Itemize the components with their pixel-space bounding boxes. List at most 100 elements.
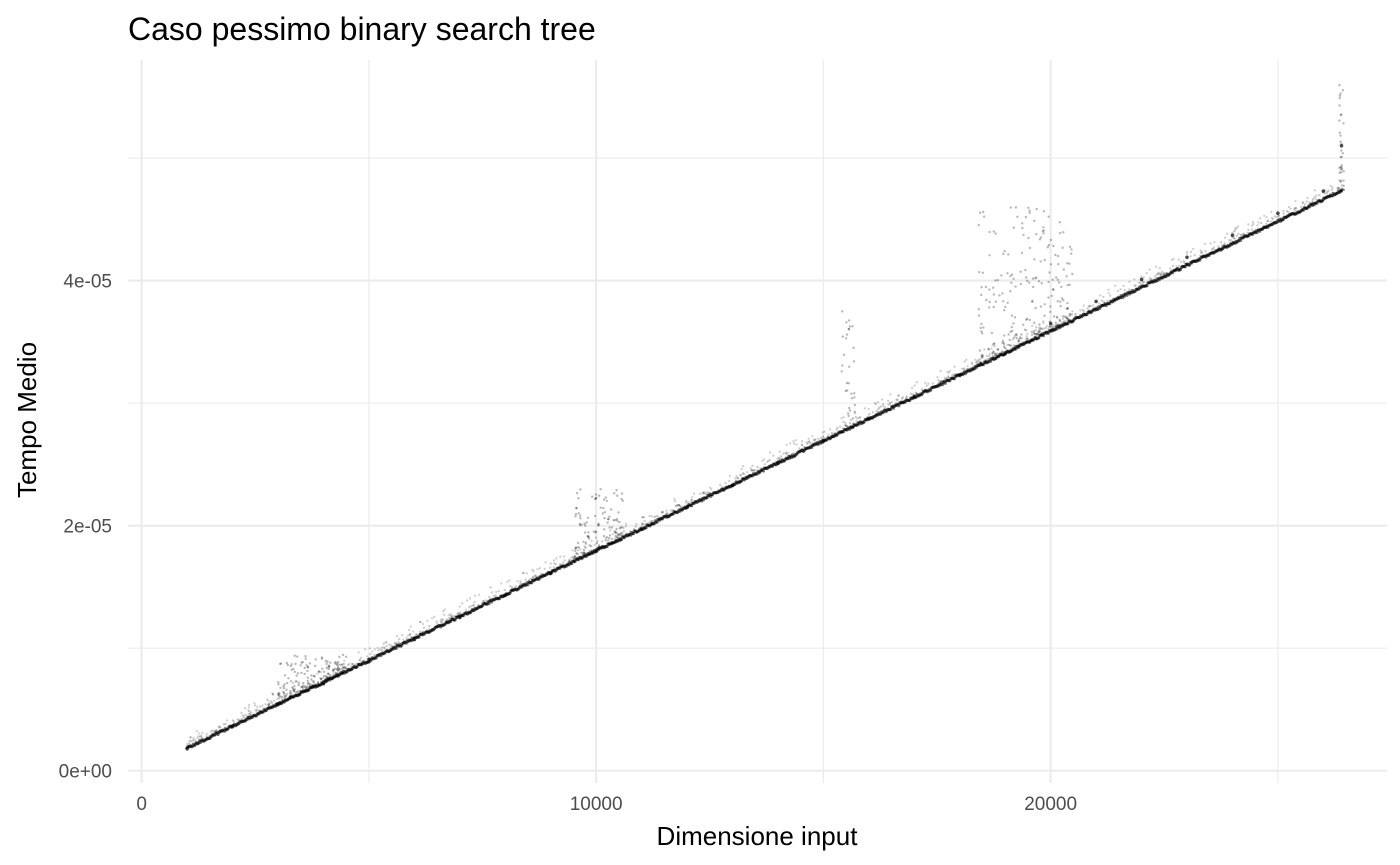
data-point: [549, 566, 552, 569]
spike-point: [1006, 272, 1009, 275]
outlier-point: [568, 559, 571, 562]
data-point: [817, 437, 820, 441]
data-point: [909, 392, 913, 395]
data-point: [786, 451, 789, 454]
spike-point: [1001, 353, 1005, 356]
outlier-point: [316, 672, 319, 675]
outlier-point: [1079, 309, 1082, 312]
outlier-point: [737, 477, 740, 480]
data-point: [1017, 345, 1021, 349]
outlier-point: [871, 415, 874, 418]
outlier-point: [1263, 214, 1266, 217]
spike-point: [606, 517, 610, 521]
data-point: [534, 574, 537, 577]
spike-point: [840, 310, 844, 313]
spike-point: [1338, 186, 1341, 190]
outlier-point: [583, 545, 586, 548]
x-tick-label: 0: [136, 794, 147, 815]
data-point: [278, 697, 281, 700]
outlier-point: [211, 729, 214, 732]
outlier-point: [1026, 332, 1029, 336]
spike-point: [1014, 345, 1017, 348]
spike-point: [1009, 330, 1012, 333]
data-point: [1217, 245, 1220, 248]
spike-point: [614, 534, 617, 538]
series-point: [185, 746, 189, 751]
spike-point: [614, 531, 617, 534]
spike-point: [1338, 94, 1342, 97]
data-point: [419, 630, 422, 633]
spike-point: [1068, 312, 1072, 316]
spike-point: [613, 518, 617, 522]
outlier-point: [305, 686, 308, 689]
outlier-point: [447, 614, 450, 617]
outlier-point: [486, 600, 490, 603]
outlier-point: [555, 557, 558, 560]
spike-point: [1033, 219, 1036, 222]
outlier-point: [338, 673, 341, 676]
spike-point: [1050, 330, 1053, 333]
spike-point: [853, 403, 857, 407]
spike-point: [606, 521, 609, 524]
data-point: [779, 455, 783, 458]
outlier-point: [1006, 343, 1009, 346]
data-point: [398, 637, 401, 641]
outlier-point: [516, 580, 519, 583]
outlier-point: [604, 537, 607, 540]
outlier-point: [474, 594, 477, 597]
outlier-point: [1063, 321, 1066, 324]
data-point: [1048, 325, 1051, 328]
outlier-point: [549, 562, 552, 565]
spike-point: [1033, 258, 1036, 261]
data-point: [533, 574, 536, 577]
spike-point: [1068, 283, 1071, 286]
outlier-point: [970, 361, 974, 364]
spike-point: [587, 537, 591, 540]
spike-point: [291, 687, 295, 690]
outlier-point: [882, 402, 885, 406]
data-point: [186, 742, 189, 746]
spike-point: [1017, 339, 1020, 343]
data-point: [382, 646, 386, 649]
data-point: [1003, 346, 1006, 350]
outlier-point: [1279, 218, 1282, 221]
outlier-point: [469, 605, 473, 608]
data-point: [975, 362, 978, 365]
spike-point: [587, 531, 590, 534]
spike-point: [294, 680, 297, 683]
spike-point: [1342, 188, 1345, 191]
data-point: [920, 388, 924, 391]
spike-point: [592, 530, 596, 533]
outlier-point: [811, 435, 814, 438]
spike-point: [333, 667, 337, 671]
data-point: [1060, 321, 1064, 324]
data-point: [415, 633, 418, 636]
outlier-point: [1204, 242, 1207, 245]
outlier-point: [904, 400, 907, 403]
spike-point: [587, 535, 590, 539]
spike-point: [988, 300, 991, 304]
outlier-point: [279, 694, 282, 698]
spike-point: [848, 365, 851, 368]
data-point: [643, 519, 646, 523]
outlier-point: [336, 666, 340, 669]
data-point: [459, 611, 462, 614]
spike-point: [1066, 318, 1070, 321]
spike-point: [1002, 252, 1005, 255]
spike-point: [981, 210, 985, 214]
outlier-point: [975, 360, 978, 364]
spike-point: [292, 695, 295, 699]
outlier-point: [882, 404, 885, 407]
spike-point: [997, 355, 1000, 358]
data-point: [821, 435, 825, 438]
outlier-point: [247, 712, 250, 716]
spike-point: [332, 670, 335, 673]
spike-point: [1338, 104, 1341, 107]
spike-point: [290, 663, 293, 666]
outlier-point: [867, 407, 870, 411]
spike-point: [1007, 350, 1010, 353]
outlier-point: [665, 509, 668, 512]
spike-point: [996, 348, 1000, 351]
data-point: [1273, 215, 1276, 218]
outlier-point: [192, 736, 195, 739]
